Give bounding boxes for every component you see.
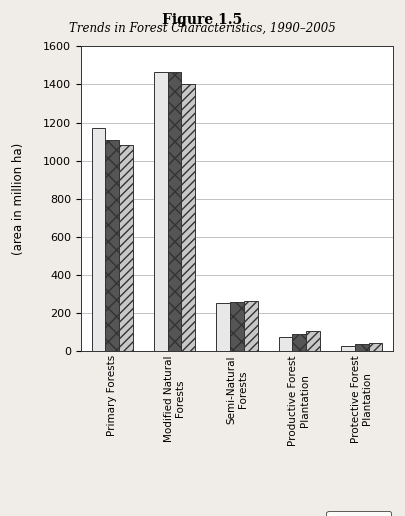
Bar [105, 140, 119, 351]
Text: Figure 1.5: Figure 1.5 [162, 13, 243, 27]
Bar [168, 72, 181, 351]
Bar [154, 72, 168, 351]
Bar [355, 344, 369, 351]
Bar [92, 128, 105, 351]
Bar [230, 302, 244, 351]
Y-axis label: (area in million ha): (area in million ha) [12, 142, 25, 255]
Bar [119, 146, 133, 351]
Bar [181, 85, 195, 351]
Bar [341, 346, 355, 351]
Bar [369, 343, 382, 351]
Text: Trends in Forest Characteristics, 1990–2005: Trends in Forest Characteristics, 1990–2… [69, 22, 336, 35]
Bar [279, 336, 292, 351]
Bar [306, 331, 320, 351]
Bar [216, 303, 230, 351]
Bar [292, 334, 306, 351]
Legend: 1990, 2000, 2005: 1990, 2000, 2005 [326, 511, 391, 516]
Bar [244, 301, 258, 351]
